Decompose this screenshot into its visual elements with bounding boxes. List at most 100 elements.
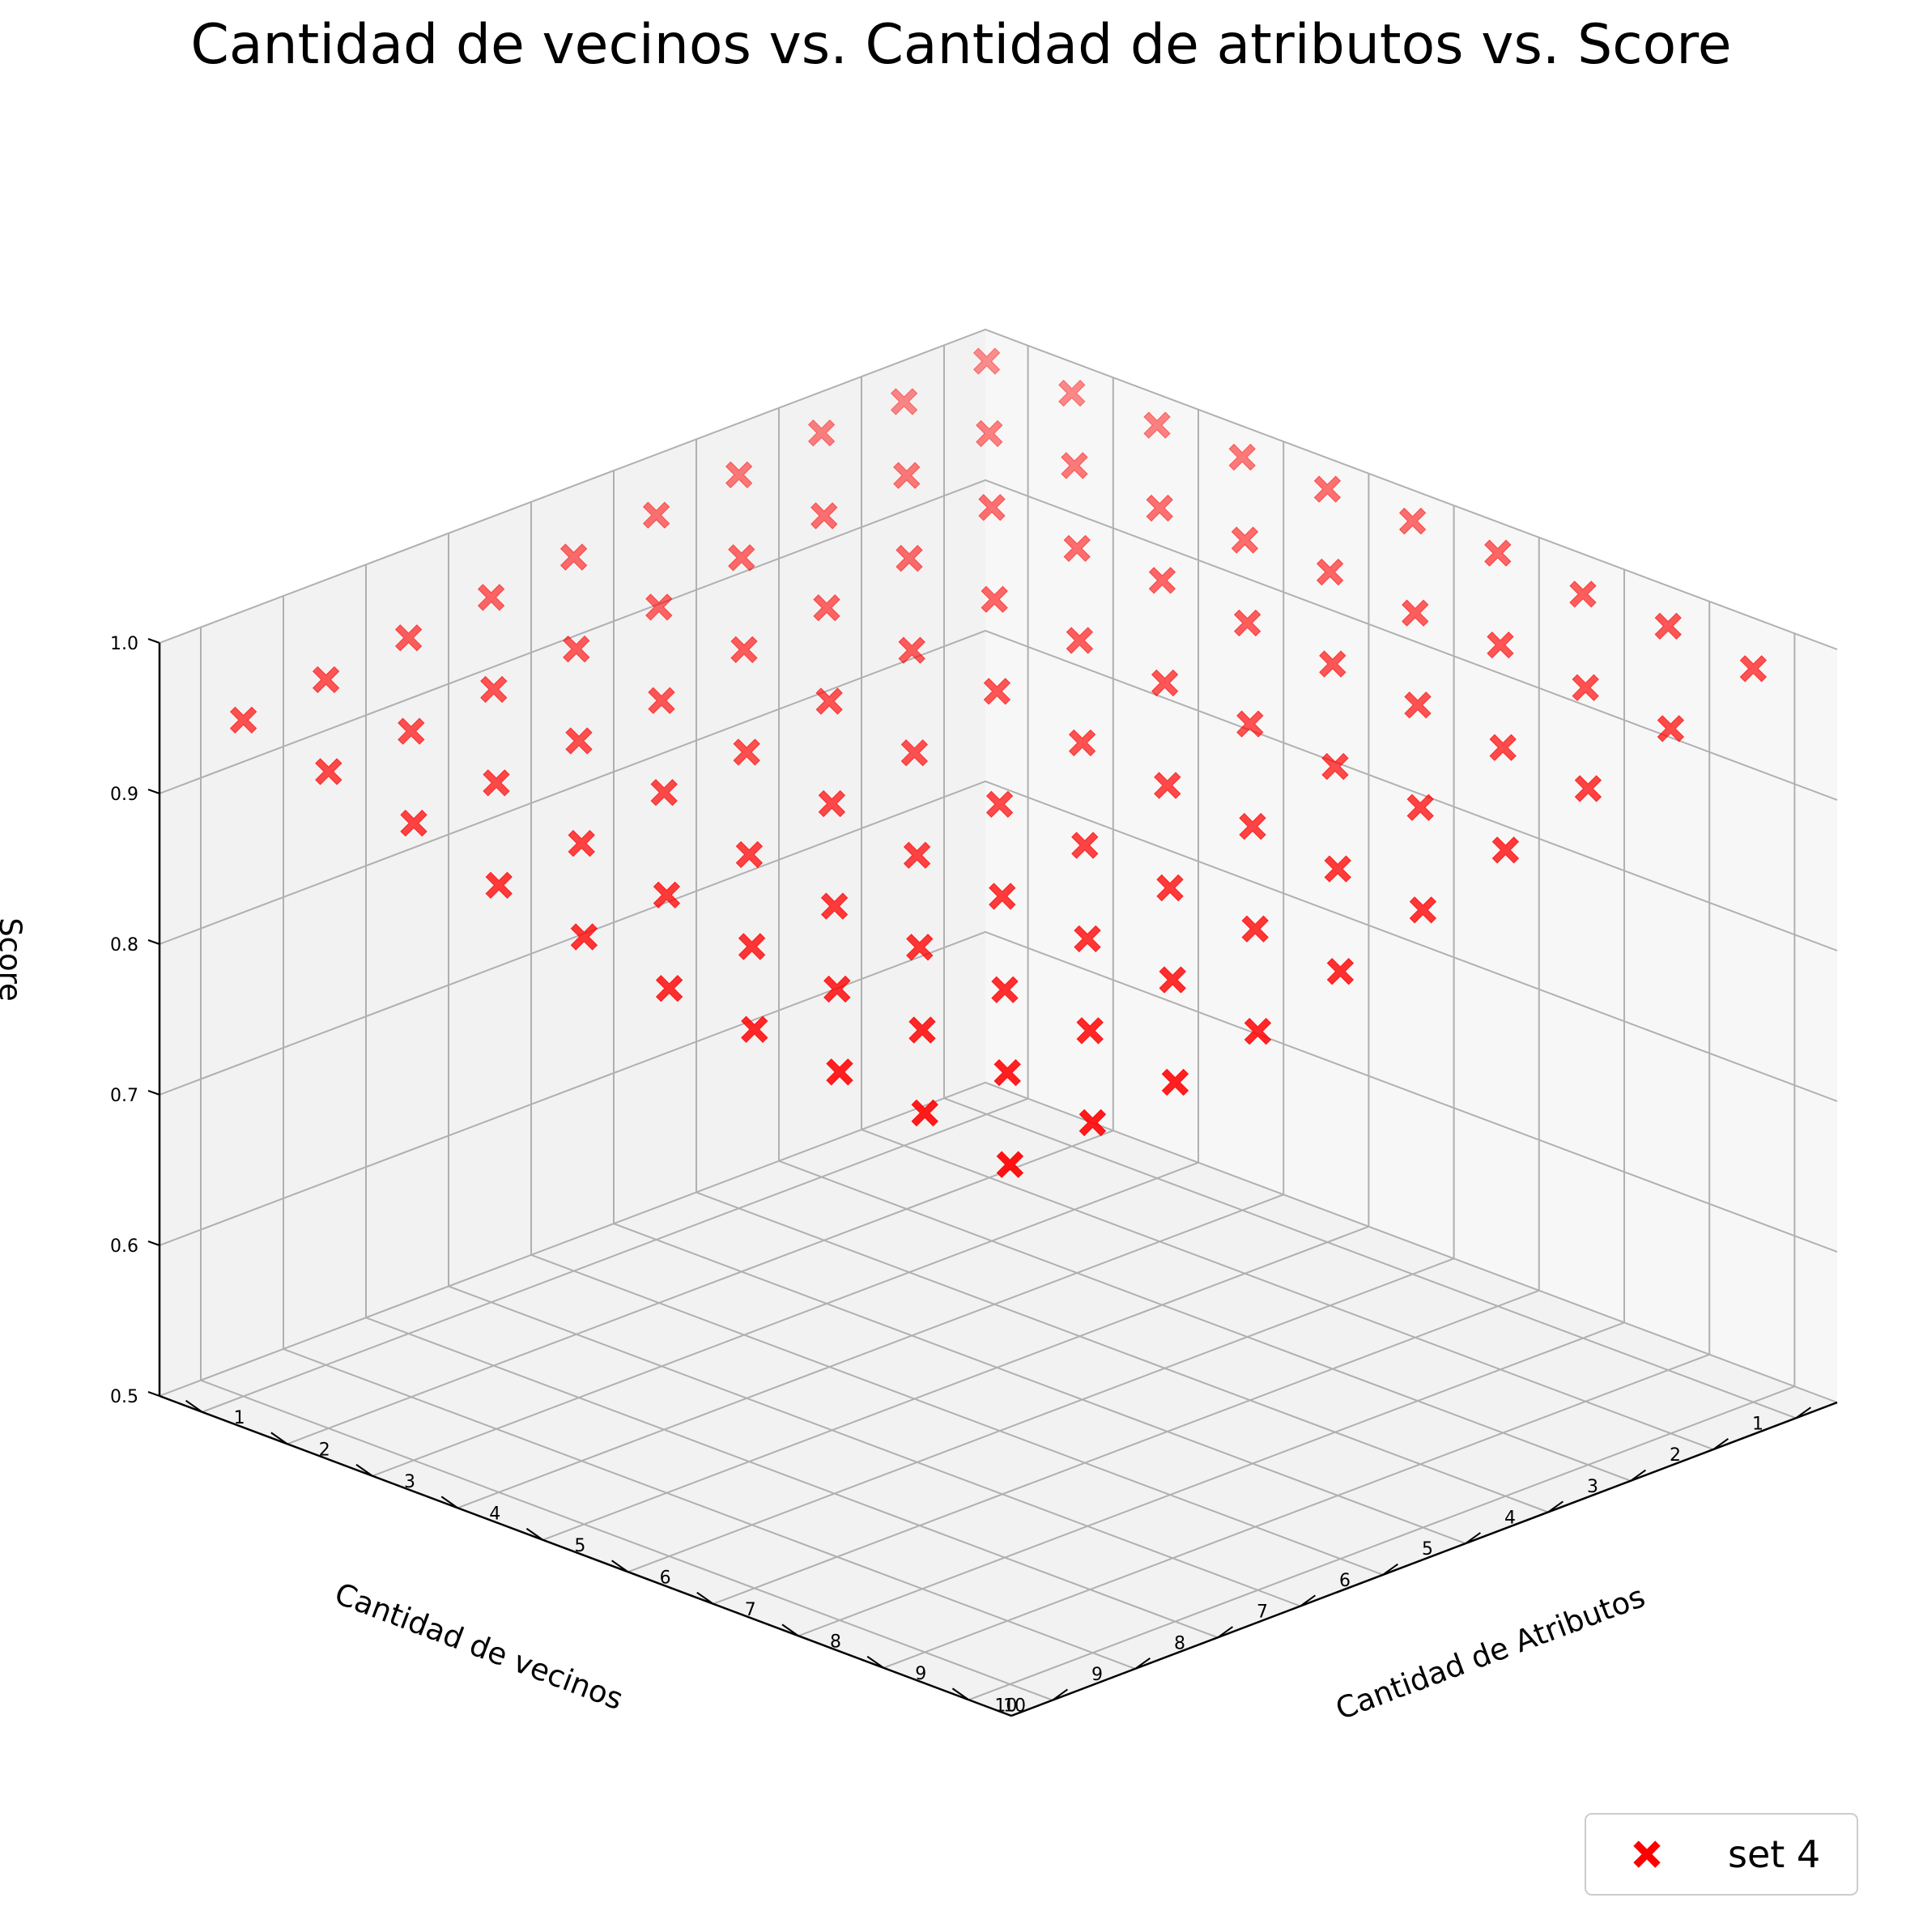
- y-tick-mark: [270, 1432, 288, 1445]
- data-point: [893, 462, 921, 489]
- x-tick-label: 7: [1257, 1602, 1268, 1623]
- z-axis-label: Score: [0, 917, 28, 1002]
- data-point: [1654, 612, 1682, 640]
- data-point: [738, 933, 766, 960]
- x-tick-mark: [1465, 1532, 1481, 1544]
- data-point: [826, 1058, 853, 1086]
- data-point: [1244, 1017, 1272, 1045]
- data-point: [981, 585, 1008, 613]
- y-tick-label: 6: [660, 1568, 671, 1588]
- data-point: [972, 347, 1001, 375]
- data-point: [993, 1058, 1021, 1087]
- data-point: [398, 717, 425, 745]
- z-tick-label: 0.8: [110, 935, 138, 955]
- x-tick-mark: [1052, 1688, 1068, 1701]
- axes-panes: [160, 330, 1837, 1716]
- data-point: [642, 501, 670, 529]
- x-tick-label: 2: [1670, 1445, 1681, 1466]
- x-tick-label: 1: [1752, 1414, 1763, 1434]
- x-tick-label: 6: [1339, 1571, 1351, 1591]
- axes-ticks: 1 2 3 4 5 6 7 8 9 10 1 2 3 4 5 6 7 8 9 10 0.5 0.6 0.7 0.8 0.9 1.0: [110, 634, 1811, 1717]
- legend-marker-shape: [1633, 1841, 1661, 1868]
- data-point: [1487, 631, 1514, 659]
- data-point: [741, 1015, 768, 1044]
- data-point: [735, 840, 764, 869]
- data-point: [1489, 734, 1517, 761]
- z-gridline: [159, 780, 1838, 1102]
- x-tick-mark: [1630, 1469, 1646, 1482]
- z-tick-label: 0.6: [110, 1236, 138, 1257]
- data-point: [477, 584, 505, 611]
- x-tick-label: 8: [1174, 1633, 1185, 1653]
- z-tick-mark: [147, 1090, 160, 1096]
- x-axis-label: Cantidad de vecinos: [330, 1576, 628, 1717]
- data-point: [1146, 494, 1173, 522]
- y-tick-mark: [185, 1399, 203, 1413]
- axes-lines: [158, 643, 1838, 1717]
- z-gridline: [159, 1081, 1838, 1403]
- x-tick-label: 9: [1091, 1665, 1103, 1685]
- axes-grid: [159, 328, 1838, 1701]
- data-point: [1071, 832, 1099, 859]
- data-point: [1321, 752, 1349, 781]
- data-point: [1316, 558, 1344, 586]
- data-point: [1151, 669, 1179, 697]
- data-point: [1313, 475, 1342, 503]
- data-point: [1326, 957, 1355, 985]
- data-point: [823, 975, 851, 1003]
- data-point: [312, 666, 340, 694]
- y-tick-mark: [696, 1591, 714, 1605]
- y-tick-mark: [440, 1496, 458, 1509]
- data-point: [563, 635, 590, 663]
- x-tick-mark: [1300, 1594, 1316, 1607]
- z-tick-mark: [147, 939, 160, 945]
- y-tick-mark: [866, 1655, 884, 1669]
- z-tick-label: 1.0: [110, 634, 138, 654]
- data-point: [653, 881, 681, 909]
- legend-marker-set-4: [1633, 1841, 1661, 1868]
- data-point: [1319, 650, 1347, 678]
- chart-title: Cantidad de vecinos vs. Cantidad de atri…: [190, 13, 1731, 77]
- data-point: [911, 1099, 938, 1127]
- x-tick-mark: [1382, 1563, 1398, 1576]
- data-point: [813, 594, 840, 622]
- y-tick-label: 4: [489, 1504, 500, 1524]
- data-point: [1402, 599, 1429, 627]
- data-point: [983, 678, 1011, 705]
- legend: set 4: [1585, 1813, 1858, 1896]
- x-tick-mark: [1547, 1500, 1564, 1513]
- x-tick-mark: [1217, 1626, 1233, 1639]
- data-point: [400, 809, 428, 837]
- data-point: [1236, 710, 1264, 738]
- data-point: [565, 727, 593, 755]
- data-point: [725, 461, 753, 489]
- y-axis-line: [159, 1394, 1012, 1717]
- legend-label-set-4: set 4: [1728, 1832, 1820, 1876]
- data-point: [1233, 609, 1261, 637]
- data-point: [1569, 581, 1597, 608]
- data-point: [890, 388, 918, 415]
- data-point: [1404, 691, 1432, 719]
- x-tick-label: 5: [1422, 1539, 1433, 1560]
- data-point: [1398, 507, 1427, 535]
- data-point: [570, 923, 598, 951]
- z-tick-label: 0.5: [110, 1387, 138, 1407]
- z-tick-mark: [147, 1391, 160, 1397]
- data-point: [818, 789, 846, 818]
- data-point: [991, 976, 1019, 1004]
- y-tick-mark: [951, 1687, 969, 1701]
- data-point: [810, 502, 838, 530]
- data-point: [908, 1016, 936, 1044]
- data-point: [898, 636, 925, 664]
- data-point: [815, 687, 843, 715]
- y-tick-label: 7: [745, 1600, 756, 1620]
- data-point: [896, 544, 923, 572]
- data-point: [1409, 896, 1437, 924]
- data-point: [394, 623, 423, 652]
- data-point: [996, 1151, 1024, 1178]
- y-axis-label: Cantidad de Atributos: [1331, 1579, 1649, 1726]
- y-tick-label: 5: [574, 1536, 585, 1556]
- x-axis-line: [1010, 1401, 1838, 1717]
- data-point: [485, 871, 513, 900]
